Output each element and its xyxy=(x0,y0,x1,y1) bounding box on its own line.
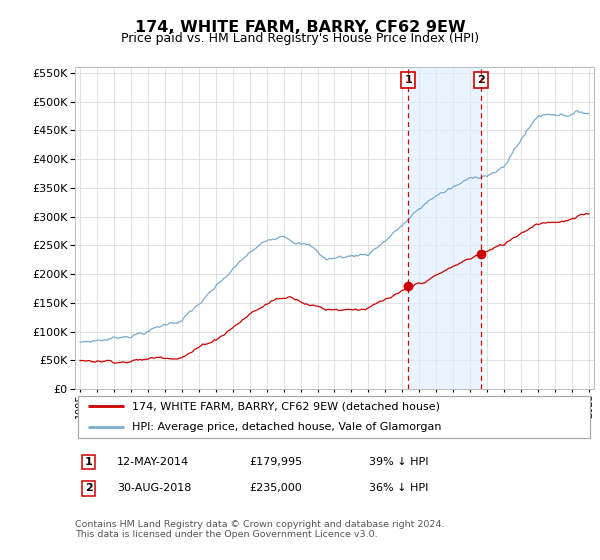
Text: 36% ↓ HPI: 36% ↓ HPI xyxy=(369,483,428,493)
Bar xyxy=(409,67,481,389)
FancyBboxPatch shape xyxy=(77,395,590,438)
Text: £235,000: £235,000 xyxy=(249,483,302,493)
Text: 174, WHITE FARM, BARRY, CF62 9EW (detached house): 174, WHITE FARM, BARRY, CF62 9EW (detach… xyxy=(132,401,440,411)
Text: 12-MAY-2014: 12-MAY-2014 xyxy=(117,457,189,467)
Text: HPI: Average price, detached house, Vale of Glamorgan: HPI: Average price, detached house, Vale… xyxy=(132,422,442,432)
Text: Price paid vs. HM Land Registry's House Price Index (HPI): Price paid vs. HM Land Registry's House … xyxy=(121,32,479,45)
Text: 2: 2 xyxy=(478,75,485,85)
Text: 30-AUG-2018: 30-AUG-2018 xyxy=(117,483,191,493)
Text: 39% ↓ HPI: 39% ↓ HPI xyxy=(369,457,428,467)
Text: 174, WHITE FARM, BARRY, CF62 9EW: 174, WHITE FARM, BARRY, CF62 9EW xyxy=(134,20,466,35)
Text: Contains HM Land Registry data © Crown copyright and database right 2024.
This d: Contains HM Land Registry data © Crown c… xyxy=(75,520,445,539)
Text: 2: 2 xyxy=(85,483,92,493)
Text: £179,995: £179,995 xyxy=(249,457,302,467)
Text: 1: 1 xyxy=(404,75,412,85)
Text: 1: 1 xyxy=(85,457,92,467)
